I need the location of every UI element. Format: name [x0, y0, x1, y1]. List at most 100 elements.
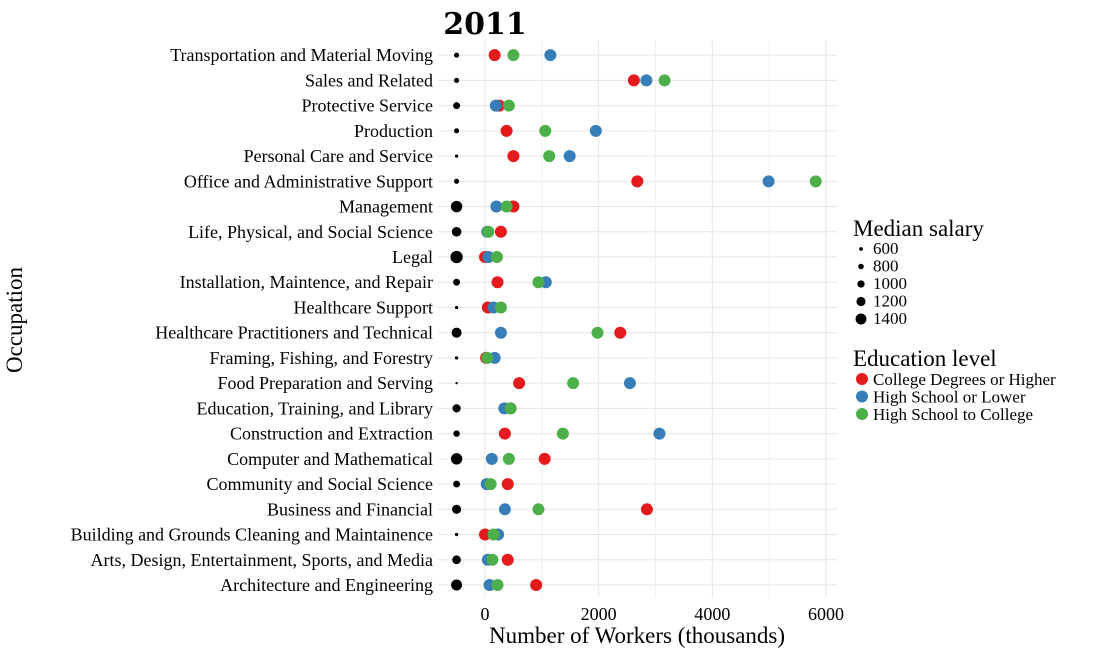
data-point: [500, 200, 513, 213]
data-point: [658, 74, 671, 87]
data-point: [544, 49, 557, 62]
y-tick-label: Architecture and Engineering: [220, 575, 433, 595]
data-point: [623, 377, 636, 390]
y-tick-label: Life, Physical, and Social Science: [188, 222, 433, 242]
data-point: [589, 124, 602, 137]
data-point: [490, 251, 503, 264]
data-point: [491, 579, 504, 591]
y-tick-label: Education, Training, and Library: [197, 398, 433, 418]
data-point: [500, 124, 513, 137]
y-tick-label: Community and Social Science: [207, 474, 433, 494]
legend-education-title: Education level: [853, 346, 997, 371]
grid: [438, 40, 838, 598]
y-tick-label: Management: [339, 197, 433, 217]
y-tick-label: Arts, Design, Entertainment, Sports, and…: [91, 550, 433, 570]
data-point: [809, 175, 822, 188]
data-point: [481, 351, 494, 364]
data-point: [538, 452, 551, 465]
y-tick-label: Personal Care and Service: [244, 146, 433, 166]
y-axis-title: Occupation: [2, 266, 27, 373]
median-salary-point: [454, 128, 460, 134]
median-salary-point: [453, 278, 461, 286]
data-point: [556, 427, 569, 440]
median-salary-point: [450, 250, 463, 264]
median-salary-point: [452, 404, 461, 413]
y-tick-label: Computer and Mathematical: [227, 449, 433, 469]
data-point: [485, 452, 498, 465]
data-point: [490, 200, 503, 213]
data-point: [482, 251, 495, 264]
y-tick-label: Transportation and Material Moving: [170, 45, 433, 65]
data-point: [494, 225, 507, 238]
data-point: [494, 301, 507, 314]
data-point: [563, 150, 576, 163]
data-points: [479, 49, 822, 591]
data-point: [627, 74, 640, 87]
legend-salary-label: 1400: [873, 309, 907, 328]
legend-education-label: High School or Lower: [873, 388, 1026, 407]
data-point: [484, 478, 497, 491]
data-point: [482, 225, 495, 238]
data-point: [502, 99, 515, 112]
y-tick-label: Legal: [392, 247, 433, 267]
data-point: [498, 427, 511, 440]
legend-salary-key: [859, 247, 863, 251]
y-tick-label: Healthcare Support: [294, 297, 433, 317]
legend-education-key: [856, 373, 868, 385]
data-point: [504, 402, 517, 415]
data-point: [614, 326, 627, 339]
median-salary-point: [454, 532, 459, 537]
y-tick-label: Food Preparation and Serving: [218, 373, 433, 393]
median-salary-point: [450, 200, 463, 213]
data-point: [762, 175, 775, 188]
legend-salary-key: [857, 280, 865, 288]
median-salary-point: [454, 178, 460, 184]
x-tick-label: 4000: [694, 604, 730, 624]
median-salary-point: [454, 305, 459, 310]
y-tick-labels: Architecture and Engineering Arts, Design…: [71, 45, 433, 595]
legend-education-key: [856, 408, 868, 420]
data-point: [631, 175, 644, 188]
median-salary-point: [451, 327, 462, 338]
y-tick-label: Construction and Extraction: [230, 424, 433, 444]
data-point: [591, 326, 604, 339]
y-tick-label: Protective Service: [302, 96, 433, 116]
median-salary-point: [451, 226, 462, 237]
data-point: [486, 553, 499, 566]
data-point: [488, 49, 501, 62]
median-salary-point: [454, 154, 459, 158]
data-point: [502, 452, 515, 465]
data-point: [532, 503, 545, 516]
x-axis-title: Number of Workers (thousands): [489, 623, 785, 648]
data-point: [491, 276, 504, 289]
legend-education-label: High School to College: [873, 405, 1033, 424]
data-point: [498, 503, 511, 516]
data-point: [567, 377, 580, 390]
data-point: [530, 579, 543, 591]
y-tick-label: Business and Financial: [267, 499, 433, 519]
data-point: [507, 49, 520, 62]
median-salary-point: [451, 579, 463, 591]
data-point: [543, 150, 556, 163]
y-tick-label: Framing, Fishing, and Forestry: [210, 348, 434, 368]
data-point: [479, 528, 491, 541]
data-point: [487, 528, 500, 541]
y-tick-label: Office and Administrative Support: [184, 171, 433, 191]
legend-salary-key: [856, 296, 866, 307]
median-salary-point: [454, 356, 459, 360]
median-salary-points: [450, 52, 463, 591]
x-tick-label: 6000: [808, 604, 844, 624]
legend-salary-title: Median salary: [853, 216, 984, 241]
median-salary-point: [454, 52, 460, 58]
legend-education-level: Education level College Degrees or Highe…: [853, 346, 1056, 424]
x-tick-labels: 0 2000 4000 6000: [481, 604, 844, 624]
data-point: [532, 276, 545, 289]
y-tick-label: Installation, Maintence, and Repair: [180, 272, 433, 292]
data-point: [501, 478, 514, 491]
median-salary-point: [454, 77, 460, 83]
data-point: [513, 377, 526, 390]
x-tick-label: 2000: [581, 604, 617, 624]
legend-education-label: College Degrees or Higher: [873, 370, 1056, 389]
data-point: [501, 553, 514, 566]
